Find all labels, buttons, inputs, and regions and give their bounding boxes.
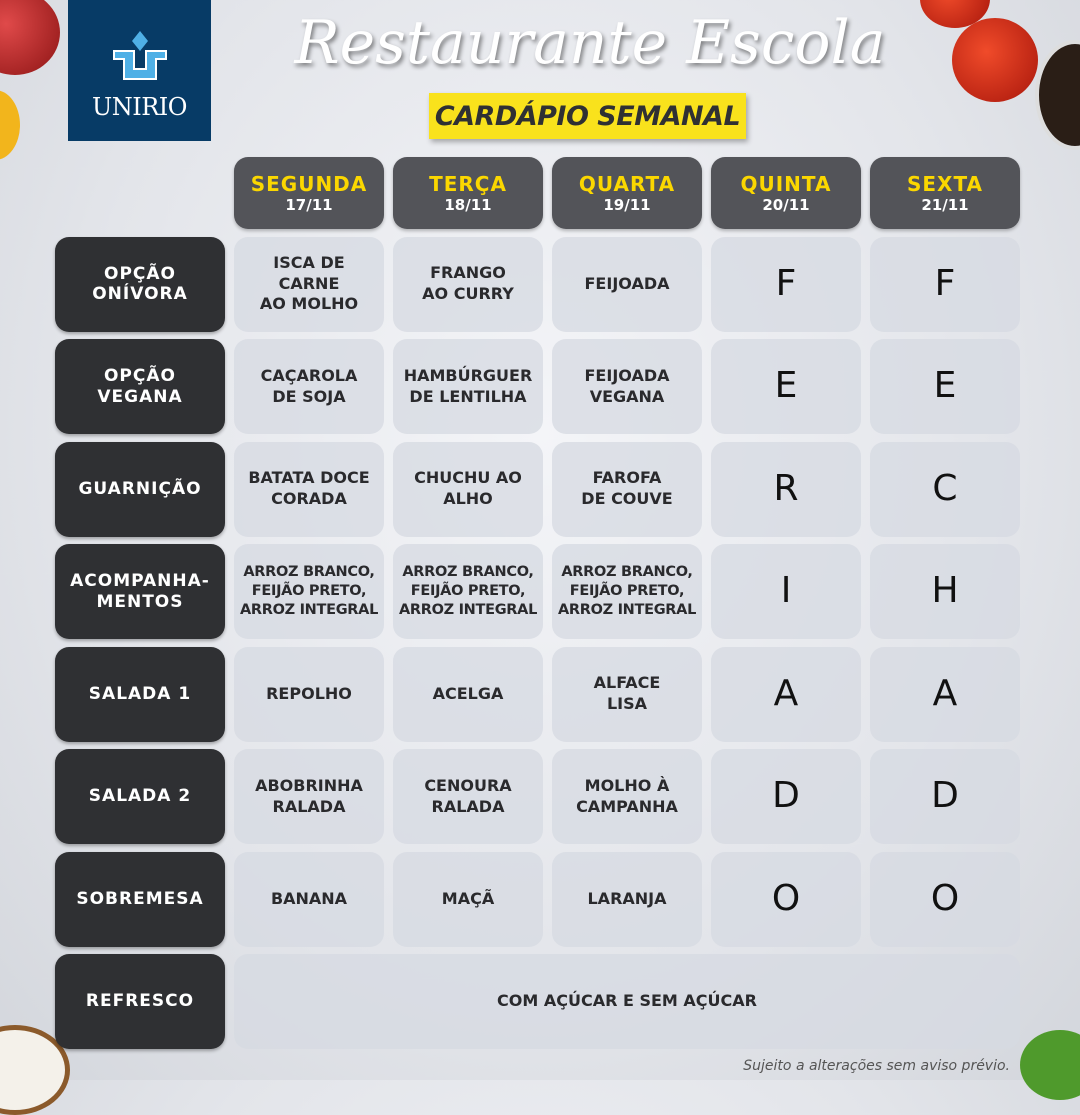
- menu-cell: ARROZ BRANCO, FEIJÃO PRETO, ARROZ INTEGR…: [393, 544, 543, 639]
- row-label: SALADA 1: [55, 646, 225, 742]
- menu-cell: CENOURA RALADA: [393, 749, 543, 844]
- menu-cell: MOLHO À CAMPANHA: [552, 749, 702, 844]
- holiday-closed-letter: I: [711, 544, 861, 639]
- row-label: SOBREMESA: [55, 851, 225, 947]
- holiday-closed-letter: E: [711, 339, 861, 434]
- pepper-bowl-image: [1035, 40, 1080, 150]
- footer-note: Sujeito a alterações sem aviso prévio.: [743, 1058, 1010, 1074]
- basil-image: [1020, 1030, 1080, 1100]
- holiday-closed-letter: O: [870, 851, 1020, 947]
- holiday-closed-letter: F: [711, 236, 861, 332]
- menu-cell: MAÇÃ: [393, 851, 543, 947]
- menu-cell: CHUCHU AO ALHO: [393, 441, 543, 537]
- row-label: OPÇÃO ONÍVORA: [55, 236, 225, 332]
- menu-cell: ABOBRINHA RALADA: [234, 749, 384, 844]
- menu-cell: ACELGA: [393, 646, 543, 742]
- menu-cell: LARANJA: [552, 851, 702, 947]
- holiday-closed-letter: A: [711, 646, 861, 742]
- menu-cell: HAMBÚRGUER DE LENTILHA: [393, 339, 543, 434]
- menu-cell: COM AÇÚCAR E SEM AÇÚCAR: [234, 954, 1020, 1049]
- row-label: ACOMPANHA- MENTOS: [55, 544, 225, 639]
- menu-cell: FEIJOADA VEGANA: [552, 339, 702, 434]
- holiday-closed-letter: D: [870, 749, 1020, 844]
- day-header: TERÇA 18/11: [393, 157, 543, 229]
- row-label: REFRESCO: [55, 954, 225, 1049]
- menu-cell: ISCA DE CARNE AO MOLHO: [234, 236, 384, 332]
- day-name: QUARTA: [578, 172, 676, 196]
- menu-cell: ARROZ BRANCO, FEIJÃO PRETO, ARROZ INTEGR…: [552, 544, 702, 639]
- unirio-logo: UNIRIO: [68, 0, 211, 141]
- logo-text: UNIRIO: [92, 93, 187, 121]
- holiday-closed-letter: F: [870, 236, 1020, 332]
- menu-cell: BATATA DOCE CORADA: [234, 441, 384, 537]
- menu-table: SEGUNDA 17/11 TERÇA 18/11 QUARTA 19/11 QUINTA 2…: [55, 157, 1020, 1049]
- day-date: 18/11: [444, 196, 492, 214]
- day-name: SEXTA: [906, 172, 984, 196]
- menu-cell: REPOLHO: [234, 646, 384, 742]
- page-title: Restaurante Escola: [294, 8, 886, 78]
- day-date: 17/11: [285, 196, 333, 214]
- day-name: TERÇA: [429, 172, 507, 196]
- day-header: QUINTA 20/11: [711, 157, 861, 229]
- day-header: SEGUNDA 17/11: [234, 157, 384, 229]
- holiday-closed-letter: E: [870, 339, 1020, 434]
- menu-cell: ARROZ BRANCO, FEIJÃO PRETO, ARROZ INTEGR…: [234, 544, 384, 639]
- holiday-closed-letter: O: [711, 851, 861, 947]
- holiday-closed-letter: H: [870, 544, 1020, 639]
- row-label: OPÇÃO VEGANA: [55, 339, 225, 434]
- day-header: SEXTA 21/11: [870, 157, 1020, 229]
- day-name: QUINTA: [740, 172, 832, 196]
- table-corner: [55, 157, 225, 229]
- unirio-emblem-icon: [112, 31, 167, 80]
- menu-cell: BANANA: [234, 851, 384, 947]
- apple-image: [0, 0, 60, 75]
- menu-cell: CAÇAROLA DE SOJA: [234, 339, 384, 434]
- holiday-closed-letter: C: [870, 441, 1020, 537]
- holiday-closed-letter: D: [711, 749, 861, 844]
- menu-cell: FRANGO AO CURRY: [393, 236, 543, 332]
- menu-cell: FEIJOADA: [552, 236, 702, 332]
- menu-cell: FAROFA DE COUVE: [552, 441, 702, 537]
- holiday-closed-letter: R: [711, 441, 861, 537]
- row-label: GUARNIÇÃO: [55, 441, 225, 537]
- day-date: 21/11: [921, 196, 969, 214]
- tomato-image: [952, 18, 1038, 102]
- page-subtitle: CARDÁPIO SEMANAL: [429, 93, 746, 139]
- lemon-image: [0, 90, 20, 160]
- day-header: QUARTA 19/11: [552, 157, 702, 229]
- holiday-closed-letter: A: [870, 646, 1020, 742]
- row-label: SALADA 2: [55, 749, 225, 844]
- menu-cell: ALFACE LISA: [552, 646, 702, 742]
- day-date: 20/11: [762, 196, 810, 214]
- day-date: 19/11: [603, 196, 651, 214]
- day-name: SEGUNDA: [250, 172, 368, 196]
